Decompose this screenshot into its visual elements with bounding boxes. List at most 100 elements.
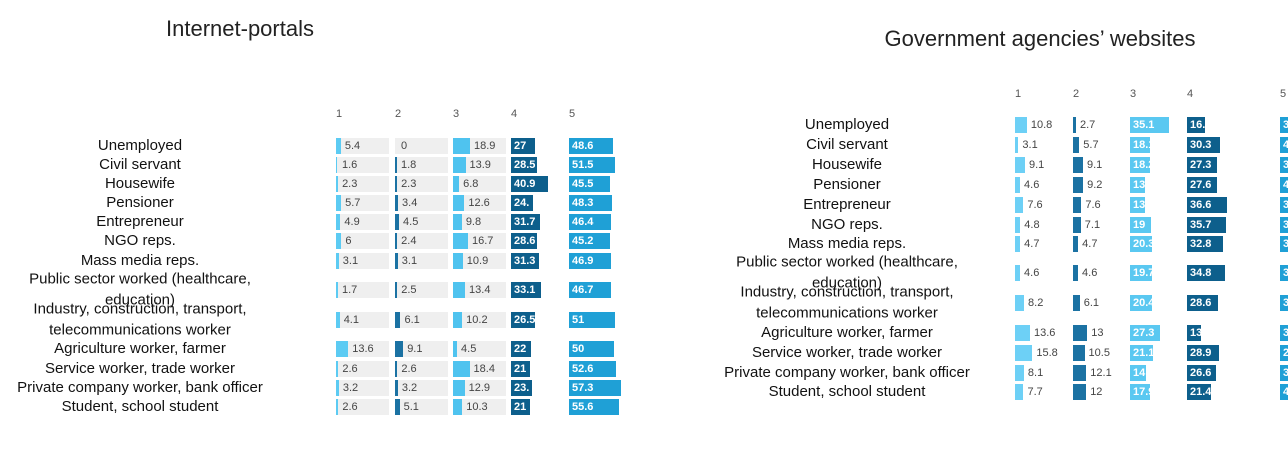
row-label: Unemployed — [804, 115, 890, 133]
value-label: 13 — [1091, 327, 1104, 339]
bar — [336, 138, 341, 154]
value-label: 3.1 — [342, 255, 359, 267]
value-label: 27.3 — [1133, 327, 1155, 339]
value-label: 4.6 — [1024, 267, 1040, 279]
value-label: 36.3 — [1283, 159, 1288, 171]
value-label: 38.7 — [1283, 367, 1288, 379]
bar: 21.4 — [1187, 384, 1211, 400]
value-label: 9.8 — [465, 216, 482, 228]
value-label: 19.7 — [1133, 267, 1152, 279]
value-label: 7.6 — [1085, 199, 1101, 211]
value-label: 16. — [1190, 119, 1205, 131]
row-label: Civil servant — [806, 135, 888, 153]
bar — [453, 380, 465, 396]
column-header: 2 — [1073, 88, 1080, 100]
bar: 27.3 — [1130, 325, 1161, 341]
value-label: 48.3 — [572, 197, 594, 209]
bar — [453, 399, 463, 415]
value-label: 33.1 — [514, 284, 536, 296]
value-label: 28.6 — [514, 235, 536, 247]
value-label: 26.5 — [514, 314, 535, 326]
cell-background — [336, 233, 389, 249]
value-label: 37.5 — [1283, 238, 1288, 250]
cell-background — [453, 157, 506, 173]
bar — [1015, 345, 1033, 361]
bar: 41 — [1280, 384, 1288, 400]
bar — [1015, 295, 1025, 311]
value-label: 2.6 — [342, 401, 358, 413]
row-label: Industry, construction, transport, telec… — [740, 283, 954, 322]
bar: 21 — [511, 361, 530, 377]
bar — [453, 138, 470, 154]
row-label: Entrepreneur — [96, 212, 184, 230]
value-label: 3.2 — [401, 382, 418, 394]
value-label: 3.4 — [402, 197, 418, 209]
row-label: Student, school student — [768, 382, 926, 400]
bar — [453, 195, 465, 211]
column-header: 5 — [1280, 88, 1287, 100]
value-label: 13.8 — [1133, 179, 1146, 191]
bar — [336, 312, 340, 328]
cell-background — [395, 214, 448, 230]
cell-background — [453, 312, 506, 328]
bar: 45.2 — [569, 233, 610, 249]
value-label: 10.3 — [466, 401, 488, 413]
bar: 48.3 — [569, 195, 613, 211]
bar: 34.8 — [1187, 265, 1226, 281]
cell-background — [453, 214, 506, 230]
cell-background — [336, 157, 389, 173]
bar: 28.6 — [511, 233, 537, 249]
bar — [1073, 325, 1088, 341]
cell-background — [395, 282, 448, 298]
bar — [1015, 325, 1030, 341]
value-label: 28.5 — [514, 159, 536, 171]
cell-background — [395, 233, 448, 249]
bar: 51 — [569, 312, 615, 328]
cell-background — [395, 195, 448, 211]
cell-background — [453, 380, 506, 396]
value-label: 14.5 — [1133, 367, 1146, 379]
bar — [1015, 117, 1027, 133]
cell-background — [1073, 295, 1127, 311]
value-label: 16.7 — [472, 235, 494, 247]
value-label: 10.9 — [466, 255, 489, 267]
value-label: 50 — [572, 343, 585, 355]
bar — [453, 282, 466, 298]
value-label: 2.3 — [342, 178, 358, 190]
value-label: 3.2 — [342, 382, 359, 394]
row-label: Mass media reps. — [80, 251, 200, 269]
cell-background — [336, 253, 389, 269]
value-label: 12.1 — [1090, 367, 1112, 379]
cell-background — [395, 253, 448, 269]
value-label: 20.4 — [1133, 297, 1153, 309]
row-label: Private company worker, bank officer — [724, 363, 970, 381]
value-label: 32.8 — [1190, 238, 1212, 250]
value-label: 36.7 — [1283, 297, 1288, 309]
cell-background — [395, 361, 448, 377]
value-label: 6 — [345, 235, 352, 247]
bar — [1073, 295, 1080, 311]
column-header: 3 — [453, 108, 460, 120]
value-label: 18.1 — [1133, 139, 1150, 151]
bar — [1015, 365, 1024, 381]
value-label: 8.1 — [1027, 367, 1044, 379]
bar — [336, 195, 342, 211]
value-label: 6.1 — [404, 314, 420, 326]
bar — [453, 176, 460, 192]
bar: 19 — [1130, 217, 1151, 233]
bar: 31.3 — [511, 253, 540, 269]
bar — [395, 380, 398, 396]
column-header: 3 — [1130, 88, 1137, 100]
cell-background — [395, 176, 448, 192]
value-label: 31.3 — [514, 255, 536, 267]
column-header: 2 — [395, 108, 402, 120]
bar: 22 — [511, 341, 531, 357]
value-label: 18.4 — [473, 363, 495, 375]
value-label: 9.1 — [1087, 159, 1103, 171]
bar — [453, 157, 466, 173]
row-label: Unemployed — [97, 136, 183, 154]
bar: 55.6 — [569, 399, 620, 415]
bar — [395, 341, 404, 357]
row-label: Housewife — [104, 174, 176, 192]
value-label: 1.7 — [342, 284, 358, 296]
